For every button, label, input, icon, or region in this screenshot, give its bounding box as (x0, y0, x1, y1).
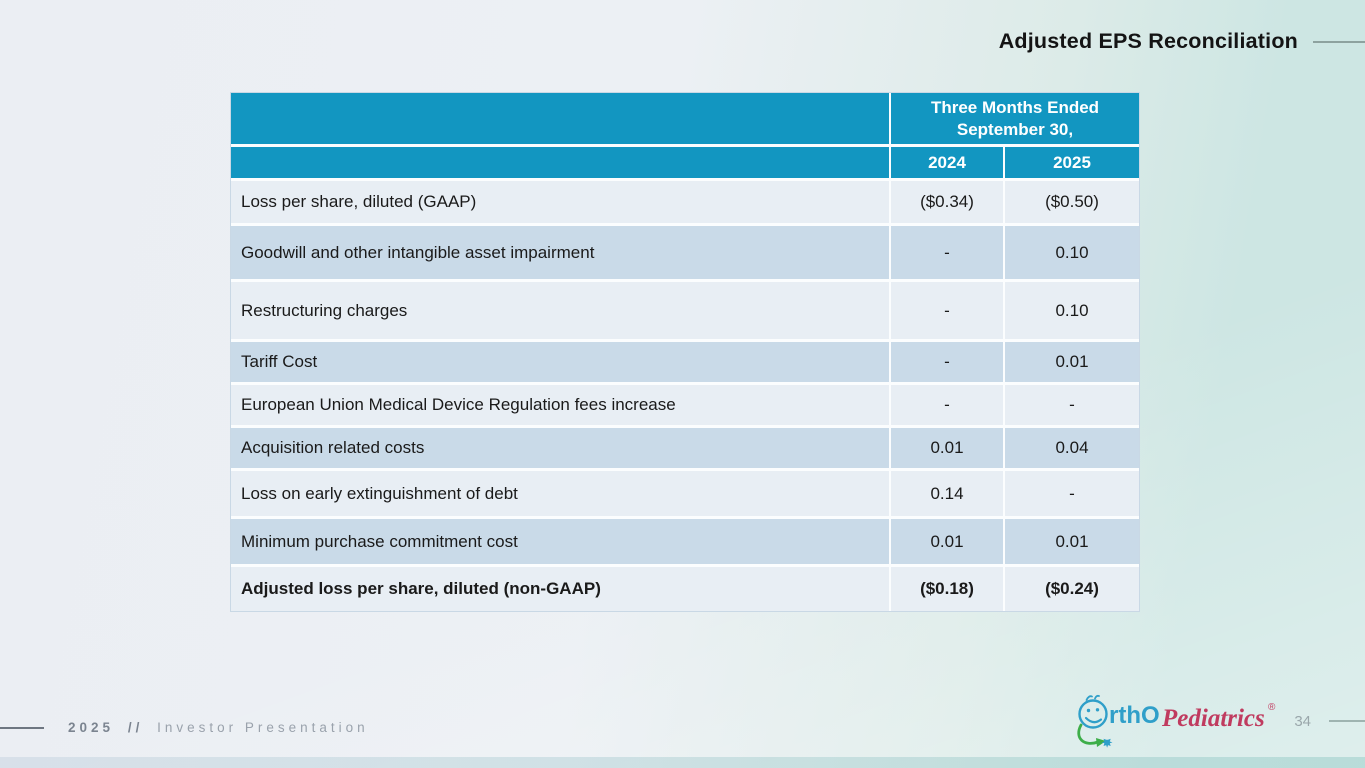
table-row-0-value-2025: ($0.50) (1005, 181, 1139, 223)
eps-reconciliation-table: Three Months Ended September 30, 2024 20… (230, 92, 1140, 612)
logo-swoosh-icon (1077, 723, 1113, 748)
logo-registered-mark: ® (1268, 702, 1276, 713)
table-header-empty-cell (231, 147, 889, 178)
table-header-year-2025: 2025 (1005, 147, 1139, 178)
footer-decoration-line-right (1329, 720, 1365, 722)
table-row-3-value-2024: - (891, 342, 1003, 382)
table-row-1-value-2024: - (891, 226, 1003, 279)
table-row-3-label: Tariff Cost (231, 342, 889, 382)
logo-smiley-icon (1078, 694, 1109, 729)
table-row-8-value-2025: ($0.24) (1005, 567, 1139, 611)
table-row-1-label: Goodwill and other intangible asset impa… (231, 226, 889, 279)
table-row-2-label: Restructuring charges (231, 282, 889, 339)
table-row-0-value-2024: ($0.34) (891, 181, 1003, 223)
logo-text-ortho: rthO (1109, 702, 1160, 729)
table-row-7-value-2025: 0.01 (1005, 519, 1139, 564)
table-row-0-label: Loss per share, diluted (GAAP) (231, 181, 889, 223)
table-row-4-value-2024: - (891, 385, 1003, 425)
footer-decoration-line-left (0, 726, 44, 729)
table-header-group-cell: Three Months Ended September 30, (891, 93, 1139, 144)
footer-separator: // (127, 720, 144, 735)
title-decoration-line (1313, 40, 1365, 43)
table-row-1-value-2025: 0.10 (1005, 226, 1139, 279)
table-row-5-label: Acquisition related costs (231, 428, 889, 468)
table-row-6-value-2025: - (1005, 471, 1139, 516)
page-number: 34 (1294, 712, 1311, 730)
table-row-2-value-2025: 0.10 (1005, 282, 1139, 339)
orthopediatrics-logo: rthO Pediatrics ® (1077, 694, 1276, 748)
table-row-4-label: European Union Medical Device Regulation… (231, 385, 889, 425)
footer-year: 2025 (68, 720, 115, 735)
table-row-7-label: Minimum purchase commitment cost (231, 519, 889, 564)
table-row-2-value-2024: - (891, 282, 1003, 339)
table-row-5-value-2024: 0.01 (891, 428, 1003, 468)
table-row-7-value-2024: 0.01 (891, 519, 1003, 564)
table-row-5-value-2025: 0.04 (1005, 428, 1139, 468)
table-row-4-value-2025: - (1005, 385, 1139, 425)
table-header-empty-cell (231, 93, 889, 144)
footer-right: rthO Pediatrics ® 34 (1072, 692, 1365, 750)
table-row-3-value-2025: 0.01 (1005, 342, 1139, 382)
footer-left: 2025 // Investor Presentation (0, 720, 369, 735)
table-row-8-value-2024: ($0.18) (891, 567, 1003, 611)
footer-presentation-label: Investor Presentation (157, 720, 369, 735)
table-row-8-label: Adjusted loss per share, diluted (non-GA… (231, 567, 889, 611)
table-row-6-label: Loss on early extinguishment of debt (231, 471, 889, 516)
bottom-accent-strip (0, 757, 1365, 768)
logo-text-pediatrics: Pediatrics (1161, 705, 1265, 732)
table-header-year-2024: 2024 (891, 147, 1003, 178)
page-title: Adjusted EPS Reconciliation (998, 29, 1298, 53)
footer-caption: 2025 // Investor Presentation (68, 720, 369, 735)
table-row-6-value-2024: 0.14 (891, 471, 1003, 516)
slide-header: Adjusted EPS Reconciliation (999, 29, 1365, 54)
